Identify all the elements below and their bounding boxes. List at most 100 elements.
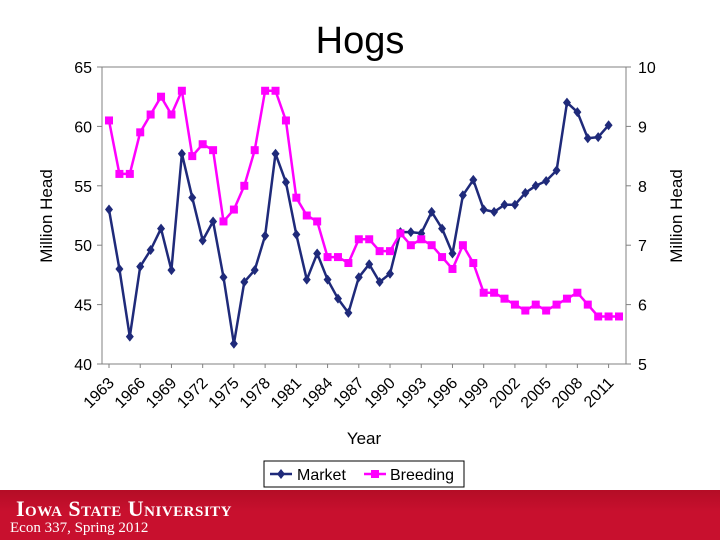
- data-point-breeding: [521, 306, 530, 315]
- data-point-market: [479, 204, 488, 215]
- data-point-breeding: [417, 235, 426, 244]
- data-point-market: [250, 265, 259, 276]
- data-point-market: [146, 244, 155, 255]
- data-point-market: [406, 227, 415, 238]
- data-point-breeding: [240, 181, 249, 190]
- data-point-breeding: [344, 259, 353, 268]
- y-tick-label-left: 55: [74, 179, 92, 196]
- data-point-market: [281, 177, 290, 188]
- data-point-market: [344, 307, 353, 318]
- data-point-breeding: [157, 92, 166, 101]
- x-tick-label: 1993: [393, 375, 430, 412]
- data-point-market: [604, 120, 613, 131]
- x-tick-label: 2008: [549, 375, 586, 412]
- data-point-market: [302, 274, 311, 285]
- x-tick-label: 1966: [112, 375, 149, 412]
- footer-shade: [0, 490, 720, 512]
- data-point-market: [552, 165, 561, 176]
- y-tick-label-left: 60: [74, 119, 92, 136]
- university-wordmark: Iowa State University: [16, 496, 232, 521]
- chart: 4045505560655678910196319661969197219751…: [37, 60, 686, 488]
- data-point-breeding: [510, 300, 519, 309]
- data-point-breeding: [375, 247, 384, 256]
- data-point-breeding: [406, 241, 415, 250]
- data-point-market: [562, 97, 571, 108]
- data-point-market: [229, 338, 238, 349]
- legend-market-label: Market: [297, 467, 346, 484]
- x-tick-label: 1981: [268, 375, 305, 412]
- data-point-breeding: [604, 312, 613, 321]
- data-point-market: [510, 199, 519, 210]
- course-label: Econ 337, Spring 2012: [10, 520, 149, 536]
- data-point-market: [500, 199, 509, 210]
- data-point-market: [583, 133, 592, 144]
- data-point-breeding: [261, 86, 270, 95]
- y-tick-label-right: 8: [638, 179, 647, 196]
- data-point-breeding: [552, 300, 561, 309]
- chart-title: Hogs: [315, 20, 405, 62]
- data-point-market: [333, 293, 342, 304]
- x-tick-label: 1984: [299, 375, 336, 412]
- data-point-breeding: [125, 169, 134, 178]
- data-point-market: [125, 331, 134, 342]
- x-tick-label: 2005: [518, 375, 555, 412]
- data-point-market: [427, 206, 436, 217]
- data-point-breeding: [219, 217, 228, 226]
- data-point-breeding: [313, 217, 322, 226]
- y-tick-label-right: 9: [638, 119, 647, 136]
- data-point-breeding: [177, 86, 186, 95]
- data-point-market: [438, 223, 447, 234]
- y-tick-label-left: 40: [74, 357, 92, 374]
- data-point-market: [542, 176, 551, 187]
- x-tick-label: 2002: [487, 375, 524, 412]
- data-point-market: [531, 180, 540, 191]
- data-point-breeding: [333, 253, 342, 262]
- data-point-breeding: [323, 253, 332, 262]
- y-tick-label-left: 50: [74, 238, 92, 255]
- data-point-market: [177, 148, 186, 159]
- data-point-breeding: [302, 211, 311, 220]
- x-tick-label: 1990: [362, 375, 399, 412]
- data-point-market: [469, 174, 478, 185]
- data-point-market: [458, 190, 467, 201]
- data-point-market: [375, 277, 384, 288]
- x-tick-label: 1972: [174, 375, 211, 412]
- data-point-breeding: [292, 193, 301, 202]
- legend-market-marker: [277, 469, 285, 479]
- data-point-market: [136, 261, 145, 272]
- data-point-breeding: [479, 288, 488, 297]
- data-point-breeding: [209, 146, 218, 155]
- y-tick-label-right: 10: [638, 60, 656, 77]
- data-point-breeding: [542, 306, 551, 315]
- x-axis-label: Year: [347, 429, 382, 448]
- y-tick-label-left: 45: [74, 298, 92, 315]
- footer-bar: [0, 490, 720, 540]
- x-tick-label: 1996: [424, 375, 461, 412]
- y-axis-label-right: Million Head: [667, 169, 686, 263]
- y-tick-label-right: 7: [638, 238, 647, 255]
- data-point-breeding: [573, 288, 582, 297]
- legend: Market Breeding: [263, 460, 465, 488]
- data-point-breeding: [427, 241, 436, 250]
- data-point-breeding: [500, 294, 509, 303]
- data-point-breeding: [229, 205, 238, 214]
- data-point-breeding: [490, 288, 499, 297]
- data-point-market: [292, 229, 301, 240]
- legend-breeding-label: Breeding: [390, 467, 454, 484]
- data-point-breeding: [188, 152, 197, 161]
- data-point-market: [323, 274, 332, 285]
- plot-area: [101, 66, 627, 365]
- data-point-market: [573, 107, 582, 118]
- data-point-market: [521, 187, 530, 198]
- data-point-market: [105, 204, 113, 215]
- series: [105, 86, 623, 349]
- y-tick-label-right: 6: [638, 298, 647, 315]
- data-point-breeding: [115, 169, 124, 178]
- data-point-market: [313, 248, 322, 259]
- data-point-breeding: [271, 86, 280, 95]
- y-tick-label-right: 5: [638, 357, 647, 374]
- data-point-breeding: [396, 229, 405, 238]
- data-point-market: [209, 216, 218, 227]
- data-point-breeding: [105, 116, 113, 125]
- data-point-breeding: [365, 235, 374, 244]
